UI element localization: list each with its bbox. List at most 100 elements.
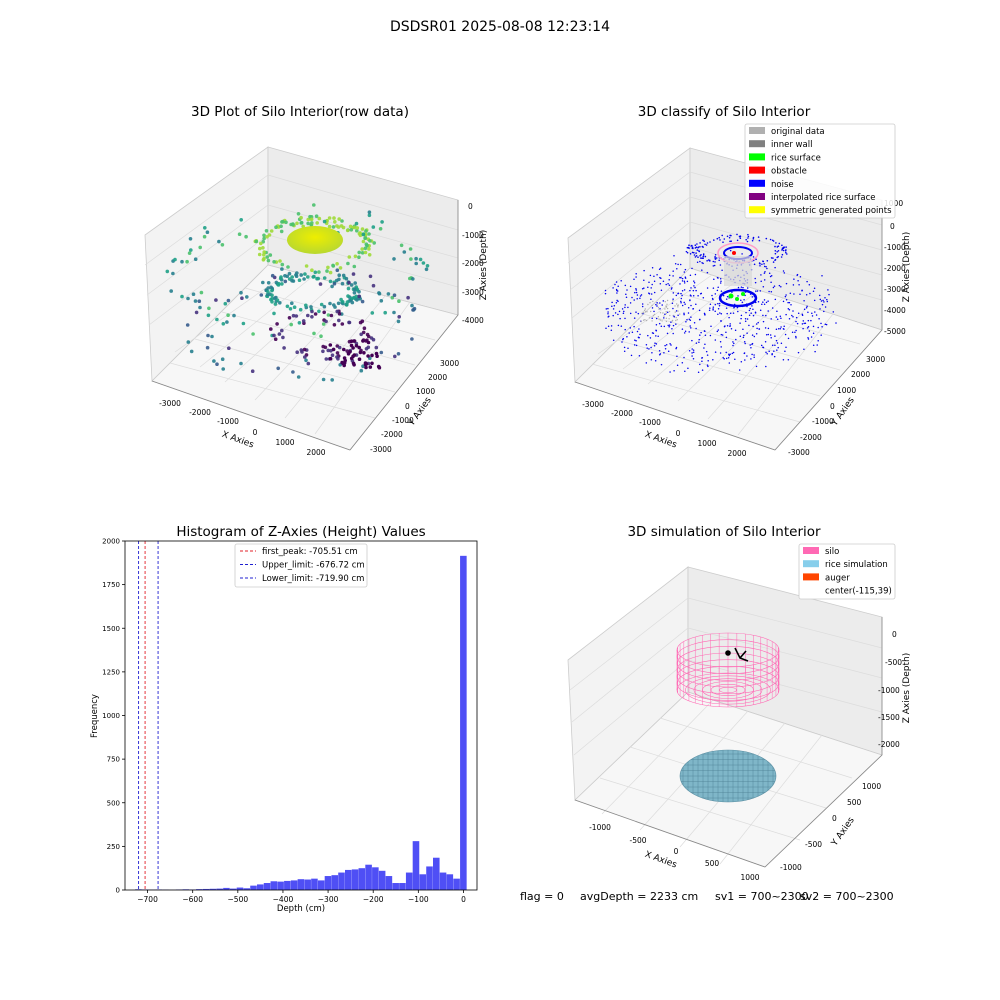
- data-point: [729, 240, 731, 243]
- data-point: [670, 288, 673, 290]
- data-point: [686, 280, 689, 283]
- data-point: [180, 294, 184, 299]
- histogram-bar: [223, 887, 230, 890]
- data-point: [644, 319, 646, 321]
- data-point: [626, 335, 628, 338]
- data-point: [744, 359, 746, 361]
- data-point: [751, 342, 754, 345]
- data-point: [617, 285, 619, 287]
- data-point: [361, 364, 365, 369]
- histogram-bar: [405, 872, 413, 890]
- data-point: [765, 365, 767, 368]
- data-point: [367, 210, 372, 214]
- tick-label: -4000: [462, 316, 484, 325]
- data-point: [173, 257, 177, 262]
- tick-label: 0: [892, 630, 897, 639]
- panel-raw-z-ticks: 0 -1000 -2000 -3000 -4000: [462, 202, 484, 325]
- data-point: [736, 239, 739, 242]
- data-point: [791, 331, 794, 334]
- data-point: [333, 220, 337, 224]
- data-point: [768, 272, 771, 275]
- legend-swatch: [803, 573, 819, 581]
- legend-swatch: [749, 206, 765, 214]
- data-point: [694, 286, 696, 289]
- panel-raw-title: 3D Plot of Silo Interior(row data): [191, 104, 409, 120]
- data-point: [654, 360, 657, 362]
- data-point: [680, 300, 682, 303]
- data-point: [683, 271, 686, 273]
- data-point: [297, 278, 302, 283]
- data-point: [725, 357, 728, 360]
- data-point: [687, 246, 690, 249]
- data-point: [259, 241, 263, 246]
- data-point: [826, 300, 829, 303]
- data-point: [647, 303, 649, 306]
- data-point: [193, 257, 198, 262]
- data-point: [410, 337, 414, 341]
- data-point: [772, 240, 775, 242]
- data-point: [324, 357, 329, 361]
- data-point: [785, 246, 787, 248]
- data-point: [746, 240, 749, 243]
- data-point: [239, 361, 243, 366]
- data-point: [250, 369, 255, 374]
- data-point: [269, 327, 273, 331]
- tick-label: -1000: [639, 418, 661, 427]
- data-point: [656, 305, 658, 307]
- data-point: [660, 325, 663, 328]
- legend-label: center(-115,39): [825, 587, 892, 597]
- legend-swatch: [749, 193, 765, 200]
- data-point: [655, 343, 658, 345]
- data-point: [624, 306, 626, 309]
- data-point: [754, 281, 757, 284]
- data-point: [653, 275, 655, 277]
- data-point: [702, 297, 705, 299]
- panel-simulation-legend: silo rice simulation auger center(-115,39): [798, 543, 896, 600]
- data-point: [740, 314, 743, 317]
- data-point: [689, 319, 692, 322]
- data-point: [714, 261, 716, 263]
- data-point: [748, 309, 751, 312]
- data-point: [649, 274, 652, 277]
- data-point: [717, 329, 720, 331]
- data-point: [291, 222, 295, 227]
- data-point: [295, 350, 300, 355]
- data-point: [713, 264, 716, 267]
- data-point: [604, 289, 607, 292]
- data-point: [270, 288, 274, 293]
- data-point: [709, 334, 712, 337]
- data-point: [651, 332, 654, 334]
- data-point: [371, 225, 376, 229]
- data-point: [677, 292, 679, 295]
- data-point: [185, 259, 189, 264]
- data-point: [226, 298, 231, 303]
- data-point: [266, 258, 271, 263]
- data-point: [169, 289, 173, 293]
- data-point: [793, 293, 795, 295]
- data-point: [697, 295, 699, 297]
- data-point: [659, 276, 661, 279]
- data-point: [664, 301, 666, 303]
- data-point: [808, 330, 811, 332]
- legend-label: Upper_limit: -676.72 cm: [262, 561, 365, 571]
- data-point: [641, 288, 644, 290]
- data-point: [270, 293, 274, 298]
- data-point: [774, 335, 776, 337]
- data-point: [793, 278, 795, 280]
- data-point: [693, 254, 696, 256]
- data-point: [347, 255, 352, 259]
- panel-raw-xlabel: X Axies: [220, 430, 255, 451]
- tick-label: -1000: [392, 416, 414, 425]
- tick-label: 1000: [697, 439, 716, 448]
- data-point: [769, 238, 772, 241]
- data-point: [344, 276, 349, 281]
- data-point: [325, 269, 329, 273]
- data-point: [278, 259, 282, 263]
- data-point: [781, 248, 784, 250]
- panel-raw-3d: 3D Plot of Silo Interior(row data) -3000: [144, 104, 489, 457]
- data-point: [360, 299, 365, 304]
- data-point: [299, 220, 304, 225]
- tick-label: -2000: [878, 740, 900, 749]
- data-point: [680, 301, 682, 304]
- avg-depth-text: avgDepth = 2233 cm: [580, 890, 698, 903]
